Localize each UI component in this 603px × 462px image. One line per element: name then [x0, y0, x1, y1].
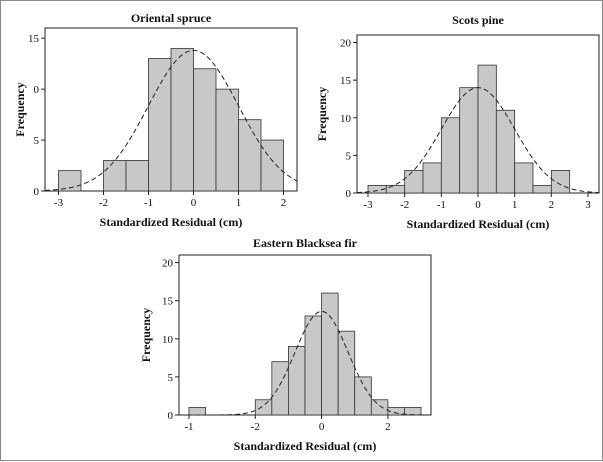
y-tick-label: 10 [340, 113, 352, 125]
x-tick-label: 2 [549, 199, 555, 211]
chart-title: Scots pine [452, 13, 504, 27]
histogram-bar [514, 162, 534, 194]
histogram-bar [385, 185, 406, 194]
histogram-bar [337, 330, 356, 416]
y-tick-label: 10 [162, 334, 174, 346]
histogram-bar [260, 139, 284, 192]
histogram-bar [370, 399, 389, 416]
x-tick-label: -3 [363, 199, 373, 211]
chart-panel-2: -3 -2 -1 0 1 2 3 0 5 10 15 20 Scots pine Standardized… [315, 13, 600, 231]
chart-title: Eastern Blacksea fir [253, 236, 358, 250]
x-tick-label: 2 [281, 197, 287, 209]
x-tick-label: -2 [99, 197, 108, 209]
y-tick-label: 15 [162, 296, 174, 308]
histogram-bar [254, 399, 273, 416]
histogram-bar [148, 58, 172, 192]
x-tick-label: -1 [437, 199, 446, 211]
y-tick-label: 0 [34, 84, 40, 96]
histogram-bar [215, 88, 239, 192]
histogram-bar [477, 64, 497, 194]
y-tick-label: 0 [346, 188, 352, 200]
x-axis-label: Standardized Residual (cm) [100, 215, 243, 229]
y-tick-label: 5 [34, 135, 40, 147]
x-tick-label: 0 [191, 197, 197, 209]
x-tick-label: -2 [251, 421, 260, 433]
histogram-bar [495, 109, 516, 194]
histogram-bar [58, 170, 82, 192]
x-tick-label: 0 [475, 199, 481, 211]
histogram-bar [304, 315, 322, 416]
y-tick-label: 0 [168, 410, 174, 422]
histogram-bar [532, 185, 552, 194]
y-tick-label: 15 [340, 75, 352, 87]
histogram-bar [550, 170, 571, 194]
y-axis-label: Frequency [315, 87, 329, 141]
histogram-bar [440, 117, 461, 194]
y-tick-label: 5 [168, 372, 174, 384]
normal-curve [356, 87, 600, 194]
histogram-bar [459, 87, 479, 194]
histogram-bar [170, 47, 194, 192]
x-tick-label: -1 [144, 197, 153, 209]
normal-curve [179, 310, 432, 416]
y-axis-label: Frequency [139, 308, 153, 362]
histogram-bar [404, 406, 422, 416]
x-axis-label: Standardized Residual (cm) [234, 439, 377, 453]
x-tick-label: 2 [385, 421, 391, 433]
y-tick-label: 5 [346, 150, 352, 162]
histogram-bar [354, 376, 372, 416]
histogram-bar [193, 68, 217, 192]
x-tick-label: -2 [400, 199, 409, 211]
x-tick-label: -1 [184, 421, 193, 433]
histogram-bar [188, 406, 206, 416]
y-axis-label: Frequency [13, 82, 27, 136]
x-tick-label: -3 [54, 197, 64, 209]
histogram-bar [238, 119, 262, 192]
y-tick-label: 15 [28, 33, 40, 45]
histogram-bar [103, 160, 127, 192]
histogram-bar [271, 361, 289, 416]
histogram-bar [422, 162, 442, 194]
x-tick-label: 0 [319, 421, 325, 433]
x-tick-label: 1 [236, 197, 242, 209]
chart-title: Oriental spruce [131, 11, 212, 25]
normal-curve [44, 49, 298, 191]
x-tick-label: 3 [585, 199, 591, 211]
y-tick-label: 0 [34, 186, 40, 198]
histogram-bar [404, 170, 424, 194]
chart-panel-1: -3 -2 -1 0 1 2 0 5 0 15 Oriental spruce Standardize… [13, 11, 298, 229]
y-tick-label: 20 [162, 258, 174, 270]
histogram-bar [288, 346, 306, 416]
x-axis-label: Standardized Residual (cm) [407, 217, 550, 231]
x-tick-label: 1 [512, 199, 518, 211]
y-tick-label: 20 [340, 38, 352, 50]
histogram-bar [125, 160, 149, 192]
